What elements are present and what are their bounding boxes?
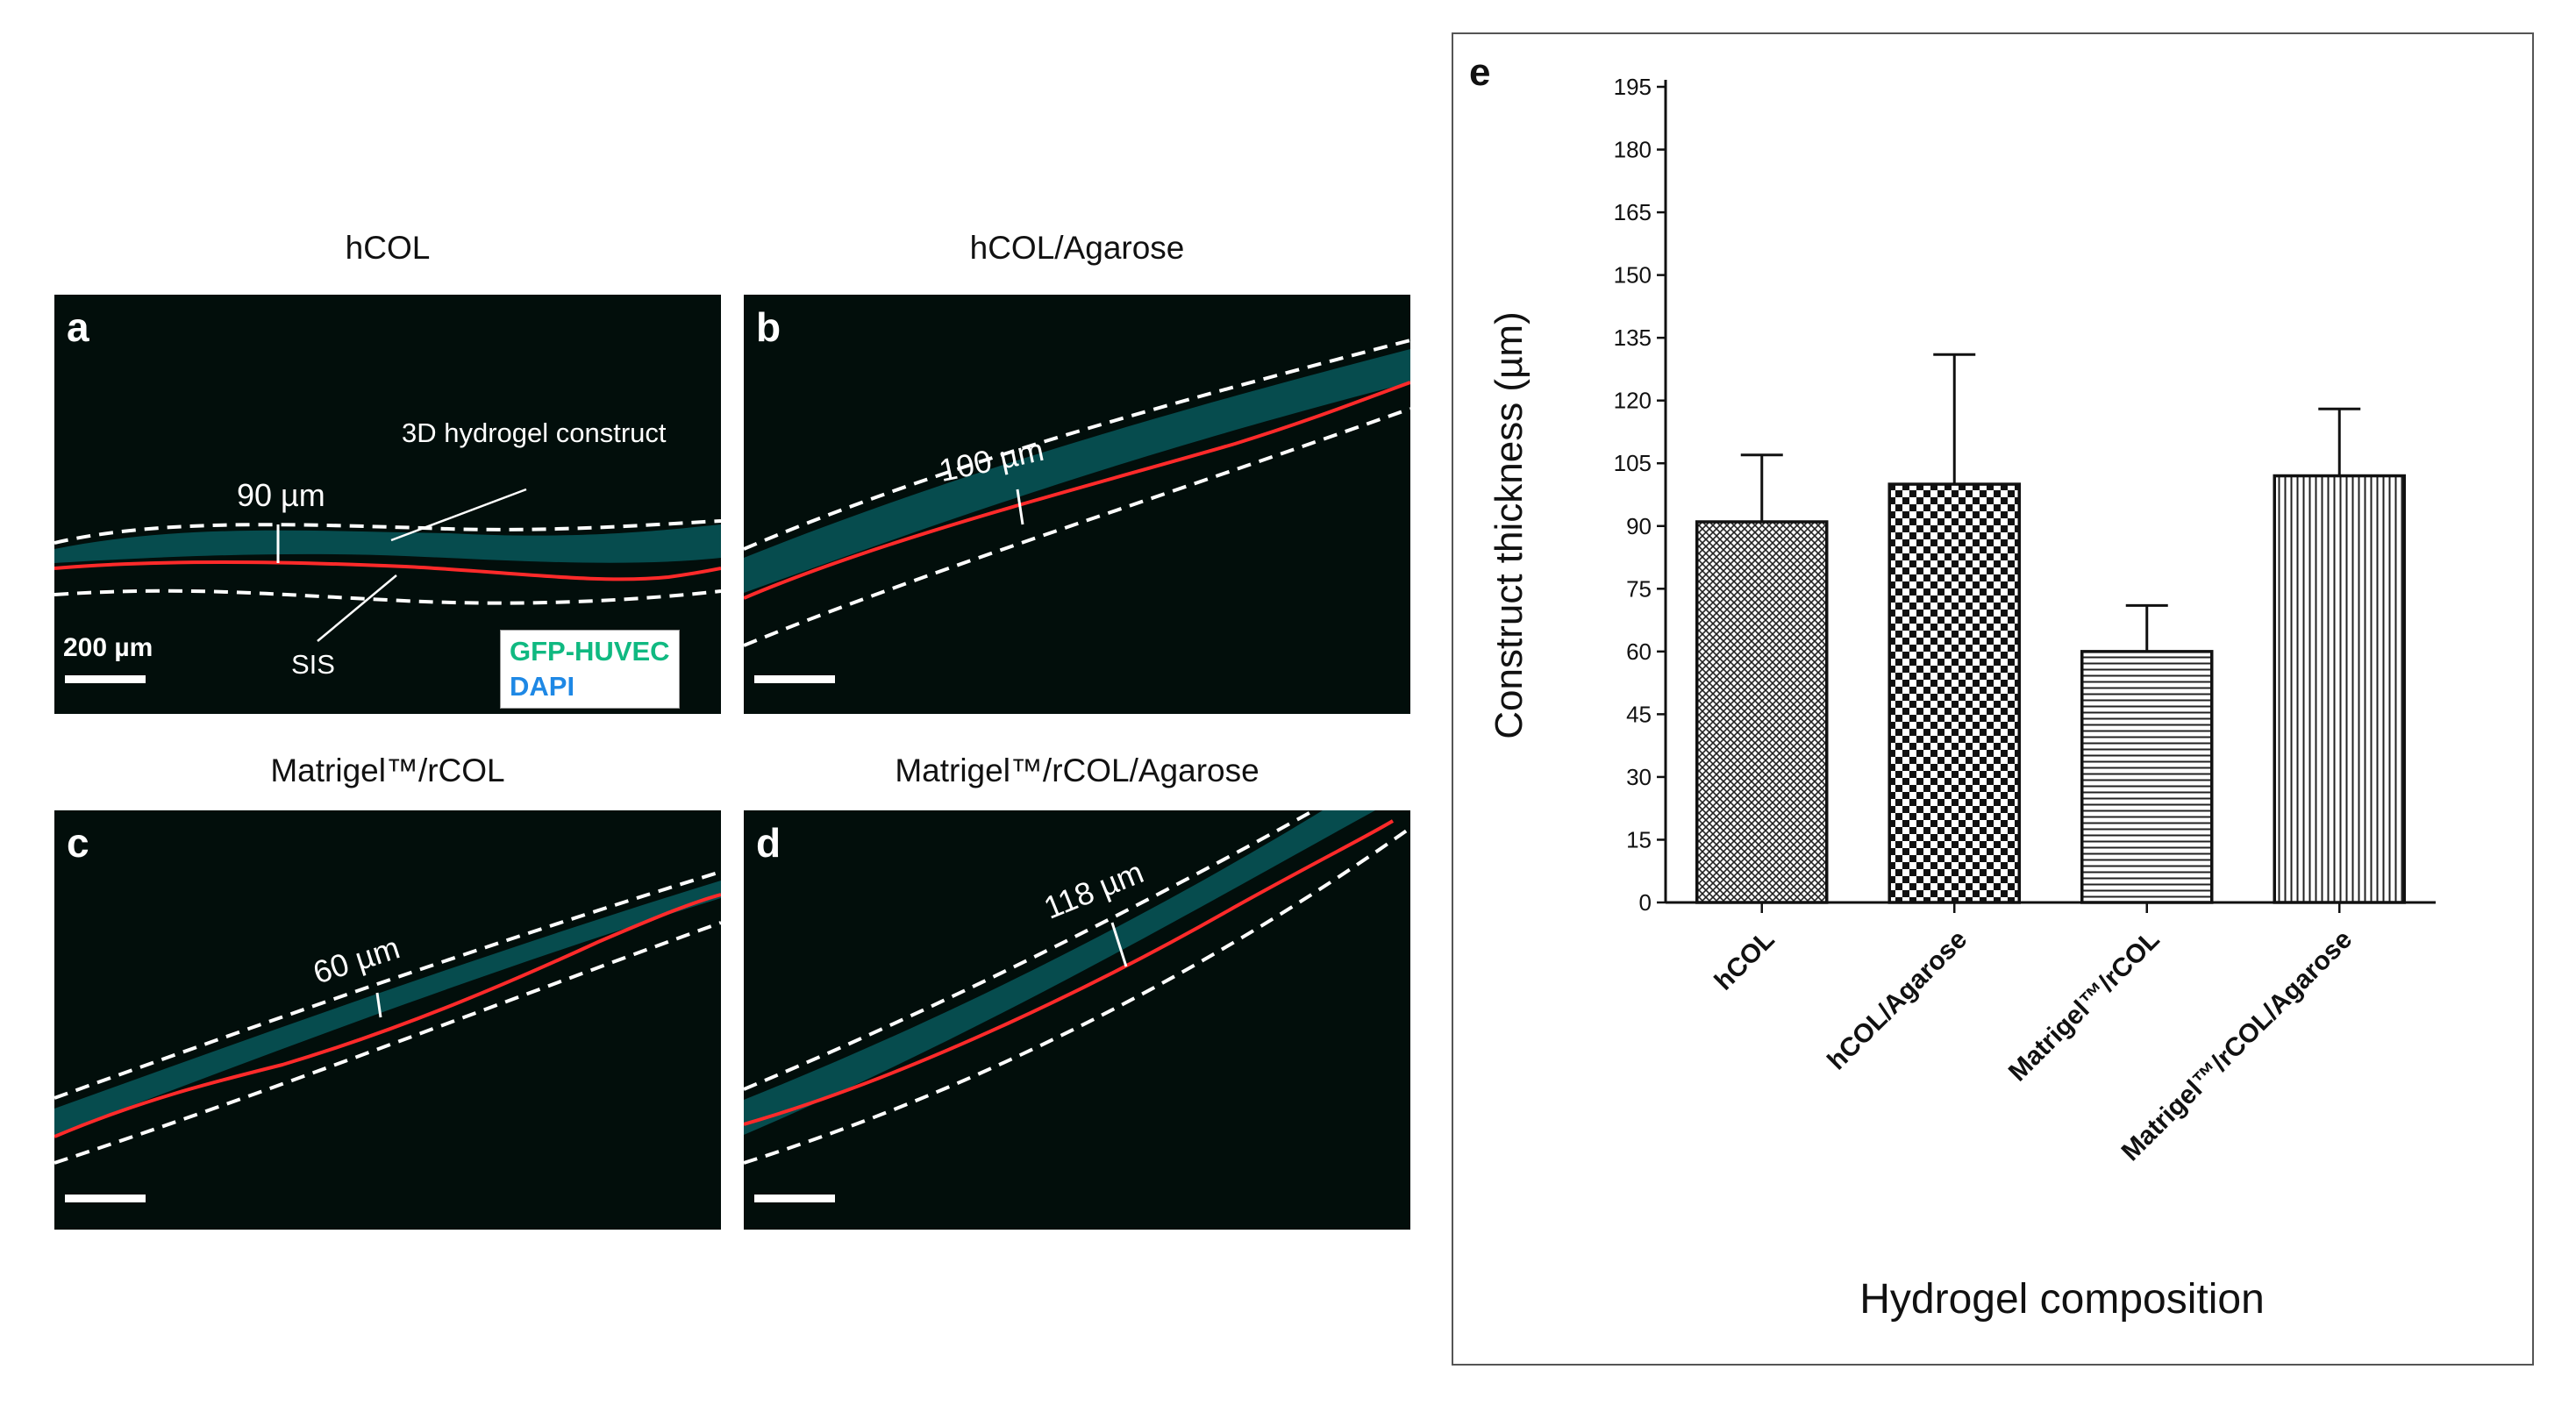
y-axis-title: Construct thickness (µm): [1488, 311, 1531, 738]
y-tick-label: 15: [1626, 826, 1652, 852]
panel-b-title: hCOL/Agarose: [969, 230, 1185, 266]
micrograph-d: d 118 µm: [744, 810, 1410, 1230]
sis-bottom-outline-d: [744, 826, 1410, 1165]
sis-line-a: [54, 560, 721, 581]
micrograph-d-drawing: [744, 810, 1410, 1165]
micrograph-b-drawing: [744, 339, 1410, 647]
y-tick-label: 90: [1626, 513, 1652, 539]
micrograph-b: b 100 µm: [744, 295, 1410, 714]
legend-dapi: DAPI: [510, 671, 575, 702]
sis-line-b: [744, 381, 1410, 600]
measurement-a: 90 µm: [237, 477, 325, 513]
micrograph-c: c 60 µm: [54, 810, 721, 1230]
micrograph-a: a 90 µm 3D hydrogel construct SIS 200 µm…: [54, 295, 721, 714]
bar: [2273, 474, 2406, 904]
panel-e-letter: e: [1469, 51, 1490, 94]
y-tick-label: 135: [1614, 325, 1652, 351]
y-tick-label: 45: [1626, 701, 1652, 727]
sis-line-c: [54, 893, 721, 1138]
y-tick-label: 0: [1639, 889, 1652, 916]
panel-c-letter: c: [67, 820, 89, 866]
x-axis-title: Hydrogel composition: [1859, 1276, 2265, 1323]
sis-bottom-outline-b: [744, 407, 1410, 647]
scale-bar-c: [65, 1195, 146, 1202]
bar: [1887, 482, 2021, 904]
y-tick-label: 30: [1626, 764, 1652, 790]
cell-layer-c: [54, 881, 721, 1135]
annotation-sis: SIS: [291, 649, 335, 680]
cell-layer-b: [744, 349, 1410, 593]
chart-panel-e: e 0 15 30 45 60 75 90 105 120 135 150 165 180 195 hCOL…: [1452, 32, 2534, 1366]
panel-a-letter: a: [67, 304, 89, 350]
pointer-construct: [390, 488, 527, 542]
x-tick-label: Matrigel™/rCOL/Agarose: [2116, 925, 2358, 1167]
bar: [2080, 650, 2214, 904]
y-tick-label: 180: [1614, 137, 1652, 163]
y-tick-label: 120: [1614, 388, 1652, 414]
measure-arrow-c: [375, 992, 382, 1018]
micrograph-a-drawing: [54, 488, 721, 642]
panel-c-title-text: Matrigel™/rCOL: [270, 752, 505, 788]
annotation-construct: 3D hydrogel construct: [402, 417, 667, 448]
cell-layer-d: [744, 810, 1375, 1135]
channel-legend: GFP-HUVEC DAPI: [500, 630, 680, 709]
panel-d-title: Matrigel™/rCOL/Agarose: [744, 752, 1410, 789]
panel-d-title-text: Matrigel™/rCOL/Agarose: [895, 752, 1259, 788]
construct-top-outline-d: [744, 810, 1315, 1091]
y-tick-label: 60: [1626, 638, 1652, 665]
cell-layer-a: [54, 524, 721, 563]
thickness-bar-chart: e 0 15 30 45 60 75 90 105 120 135 150 165 180 195 hCOL…: [1469, 51, 2436, 1323]
x-tick-label: hCOL: [1709, 925, 1780, 996]
y-tick-label: 165: [1614, 199, 1652, 225]
scale-bar-d: [754, 1195, 835, 1202]
scale-bar-b: [754, 675, 835, 683]
x-tick-label: hCOL/Agarose: [1822, 925, 1973, 1076]
scale-label-a: 200 µm: [63, 633, 153, 662]
micrograph-c-drawing: [54, 870, 721, 1165]
legend-gfp: GFP-HUVEC: [510, 636, 670, 667]
sis-bottom-outline-a: [54, 588, 721, 605]
y-tick-label: 105: [1614, 450, 1652, 476]
panel-b-letter: b: [756, 304, 781, 350]
x-tick-label: Matrigel™/rCOL: [2003, 925, 2166, 1088]
measure-arrow-b: [1016, 489, 1024, 525]
panel-d-letter: d: [756, 820, 781, 866]
sis-line-d: [744, 819, 1395, 1126]
sis-bottom-outline-c: [54, 921, 721, 1165]
panel-a-title: hCOL: [345, 230, 431, 266]
construct-top-outline-c: [54, 870, 721, 1100]
pointer-sis: [317, 574, 397, 642]
y-tick-label: 75: [1626, 575, 1652, 602]
construct-top-outline-b: [744, 339, 1410, 551]
y-tick-label: 150: [1614, 262, 1652, 289]
bar: [1695, 520, 1829, 904]
scale-bar-a: [65, 675, 146, 683]
y-tick-label: 195: [1614, 74, 1652, 100]
measure-arrow-d: [1110, 922, 1128, 967]
panel-c-title: Matrigel™/rCOL: [54, 752, 721, 789]
